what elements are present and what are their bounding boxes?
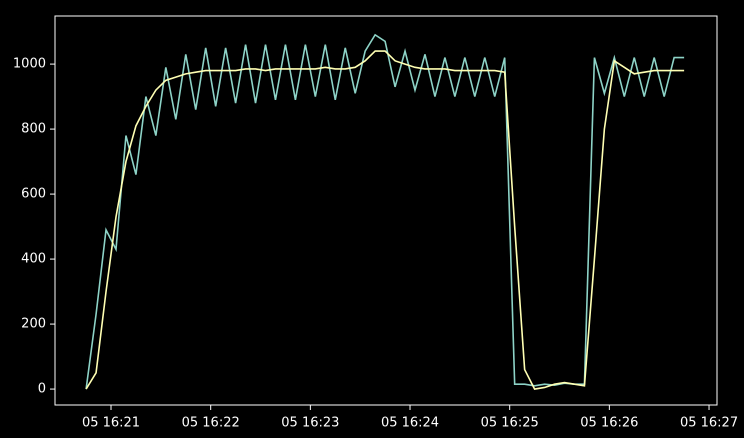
y-tick-label: 1000 — [13, 57, 46, 72]
y-tick-label: 600 — [21, 187, 46, 202]
x-tick-label: 05 16:22 — [182, 416, 240, 431]
series-line — [85, 50, 685, 390]
x-tick-label: 05 16:24 — [381, 416, 439, 431]
y-tick-label: 800 — [21, 122, 46, 137]
x-tick-label: 05 16:27 — [680, 416, 738, 431]
x-tick-label: 05 16:23 — [281, 416, 339, 431]
y-tick-label: 0 — [38, 382, 46, 397]
y-tick-label: 400 — [21, 252, 46, 267]
x-tick-label: 05 16:25 — [481, 416, 539, 431]
y-tick-label: 200 — [21, 317, 46, 332]
series-line — [85, 33, 685, 390]
x-tick-label: 05 16:26 — [580, 416, 638, 431]
x-tick-label: 05 16:21 — [82, 416, 140, 431]
plot-frame — [54, 15, 718, 406]
